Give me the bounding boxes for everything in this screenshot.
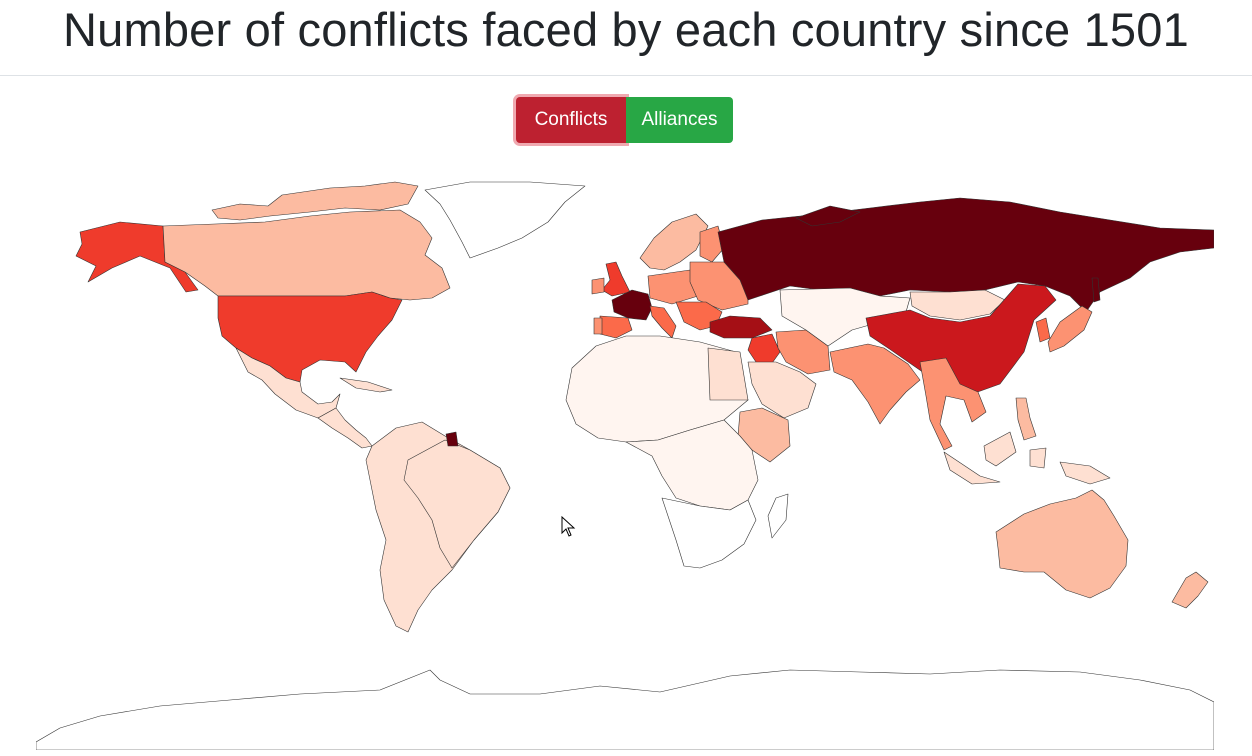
world-map — [36, 180, 1214, 750]
conflicts-button[interactable]: Conflicts — [516, 97, 626, 143]
page-title: Number of conflicts faced by each countr… — [63, 3, 1189, 56]
region-uk[interactable] — [601, 261, 631, 297]
region-ireland[interactable] — [591, 277, 605, 295]
region-greenland[interactable] — [424, 181, 586, 259]
mouse-pointer-icon — [561, 516, 576, 537]
region-canada-islands[interactable] — [211, 181, 419, 221]
region-russia[interactable] — [717, 197, 1214, 313]
region-arabia[interactable] — [747, 361, 817, 419]
region-germany[interactable] — [647, 269, 699, 305]
world-map-svg — [36, 181, 1214, 750]
region-italy[interactable] — [649, 305, 677, 339]
region-china[interactable] — [865, 283, 1057, 395]
region-north-africa[interactable] — [565, 335, 749, 443]
region-mexico[interactable] — [235, 347, 341, 419]
region-syria[interactable] — [747, 333, 781, 367]
region-madagascar[interactable] — [767, 493, 789, 539]
page-header: Number of conflicts faced by each countr… — [0, 0, 1252, 76]
region-brazil[interactable] — [403, 439, 511, 569]
region-canada[interactable] — [162, 209, 451, 301]
region-sakhalin[interactable] — [1091, 277, 1101, 303]
region-french-guiana[interactable] — [445, 431, 459, 447]
region-southeast-asia[interactable] — [919, 357, 987, 451]
region-japan[interactable] — [1047, 305, 1093, 353]
region-sub-saharan-africa[interactable] — [625, 419, 759, 511]
region-australia[interactable] — [995, 489, 1129, 599]
region-finland[interactable] — [699, 225, 725, 263]
alliances-button[interactable]: Alliances — [626, 97, 733, 143]
region-egypt[interactable] — [707, 347, 749, 401]
region-antarctica[interactable] — [36, 669, 1214, 750]
region-india[interactable] — [829, 343, 921, 425]
region-central-america[interactable] — [317, 407, 373, 449]
region-korea[interactable] — [1035, 317, 1051, 343]
region-scandinavia[interactable] — [639, 213, 709, 271]
region-usa[interactable] — [217, 291, 403, 383]
region-southern-africa[interactable] — [661, 497, 757, 569]
region-russia-islands[interactable] — [795, 205, 861, 227]
region-mongolia[interactable] — [909, 289, 1006, 321]
region-turkey[interactable] — [709, 315, 773, 339]
region-spain[interactable] — [599, 315, 633, 339]
mode-toggle-group: Conflicts Alliances — [516, 97, 733, 143]
region-portugal[interactable] — [593, 317, 603, 335]
region-cuba[interactable] — [339, 377, 393, 393]
region-france[interactable] — [611, 289, 653, 321]
region-indonesia[interactable] — [943, 431, 1111, 485]
region-philippines[interactable] — [1015, 397, 1037, 441]
region-new-zealand[interactable] — [1171, 571, 1209, 609]
